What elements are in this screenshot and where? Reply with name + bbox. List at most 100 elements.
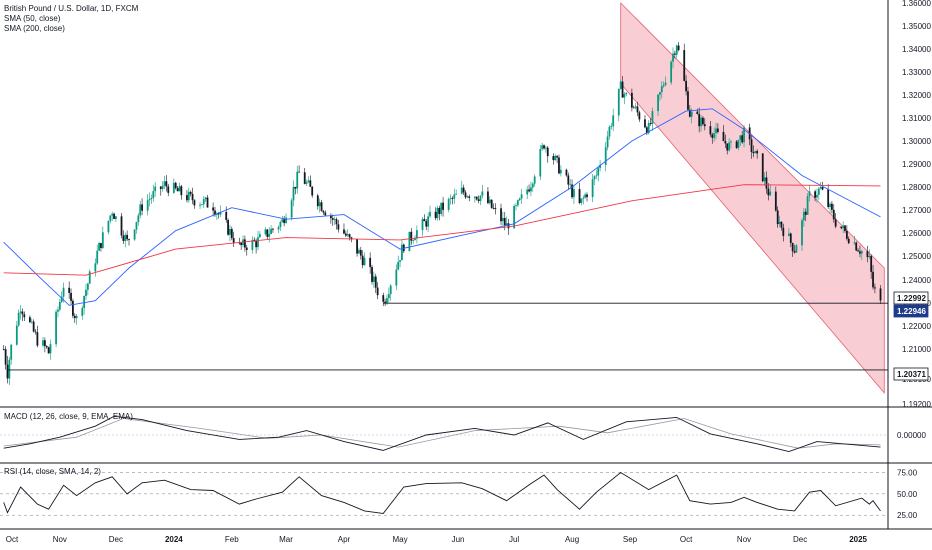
- candle-body: [739, 135, 742, 140]
- price-tick-label: 1.29000: [902, 160, 931, 169]
- candle-body: [279, 222, 282, 228]
- price-label-box: [893, 291, 929, 305]
- candle-body: [343, 229, 345, 234]
- candle-body: [440, 202, 443, 214]
- candle-body: [475, 196, 478, 200]
- macd-legend[interactable]: MACD (12, 26, close, 9, EMA, EMA): [4, 412, 133, 421]
- price-tick-label: 1.21000: [902, 345, 931, 354]
- time-tick-label: Mar: [279, 535, 293, 544]
- candle-body: [283, 219, 286, 224]
- candle-body: [107, 220, 110, 233]
- candle-body: [501, 218, 504, 222]
- candle-body: [272, 228, 274, 230]
- candle-body: [346, 234, 349, 236]
- candle-body: [436, 207, 439, 219]
- candle-body: [178, 186, 181, 192]
- candle-body: [580, 198, 583, 203]
- candle-body: [58, 301, 61, 310]
- candle-body: [481, 191, 484, 196]
- candle-body: [647, 123, 650, 134]
- candle-body: [397, 261, 400, 270]
- candle-body: [638, 112, 641, 120]
- candle-body: [120, 216, 123, 236]
- candle-body: [623, 94, 626, 98]
- price-tick-label: 1.25000: [902, 252, 931, 261]
- sma50-legend[interactable]: SMA (50, close): [4, 14, 61, 23]
- candle-body: [94, 263, 97, 272]
- candle-body: [244, 239, 246, 248]
- price-tick-label: 1.30000: [902, 137, 931, 146]
- candle-body: [281, 219, 284, 223]
- candle-body: [240, 242, 243, 246]
- candle-body: [765, 177, 768, 189]
- candle-body: [285, 217, 287, 224]
- candle-body: [698, 114, 701, 127]
- candle-body: [565, 169, 568, 176]
- price-tick-label: 1.33000: [902, 68, 931, 77]
- candle-body: [515, 205, 517, 207]
- candle-body: [866, 251, 869, 258]
- candle-body: [789, 233, 792, 243]
- candle-body: [591, 179, 594, 198]
- candle-body: [673, 53, 676, 55]
- candle-body: [860, 251, 863, 254]
- candle-body: [225, 211, 228, 220]
- candle-body: [657, 94, 659, 112]
- candle-body: [344, 233, 347, 236]
- candle-body: [853, 242, 856, 244]
- candle-body: [612, 115, 615, 127]
- candle-body: [546, 147, 549, 157]
- candle-body: [427, 216, 430, 227]
- candle-body: [382, 295, 385, 302]
- candle-body: [608, 126, 611, 137]
- candle-body: [318, 202, 321, 207]
- time-tick-label: Oct: [6, 535, 19, 544]
- rsi-legend[interactable]: RSI (14, close, SMA, 14, 2): [4, 467, 101, 476]
- chart-legend: British Pound / U.S. Dollar, 1D, FXCM SM…: [4, 4, 138, 34]
- candle-body: [872, 271, 874, 288]
- candle-body: [83, 295, 86, 308]
- candle-body: [675, 45, 678, 55]
- candle-body: [490, 199, 493, 208]
- candle-body: [670, 61, 673, 83]
- candle-body: [700, 117, 702, 127]
- candle-body: [870, 256, 873, 272]
- candle-body: [516, 200, 519, 206]
- candle-body: [29, 317, 31, 323]
- candle-body: [88, 271, 91, 284]
- candle-body: [371, 267, 373, 282]
- candle-body: [466, 196, 469, 198]
- candle-body: [146, 200, 149, 211]
- candle-body: [43, 340, 46, 347]
- candle-body: [438, 207, 441, 214]
- candle-body: [109, 215, 112, 221]
- time-tick-label: 2024: [165, 535, 183, 544]
- candle-body: [834, 219, 837, 227]
- sma200-legend[interactable]: SMA (200, close): [4, 24, 65, 33]
- candle-body: [356, 239, 358, 254]
- candle-body: [81, 307, 84, 316]
- candle-body: [245, 247, 248, 250]
- candle-body: [533, 176, 536, 184]
- candle-body: [72, 300, 74, 316]
- candle-body: [636, 106, 639, 113]
- candle-body: [685, 80, 687, 92]
- candle-body: [23, 314, 26, 318]
- candle-body: [154, 186, 157, 192]
- candle-body: [96, 250, 99, 264]
- candle-body: [874, 287, 876, 289]
- candle-body: [625, 92, 628, 95]
- candle-body: [735, 141, 738, 148]
- candle-body: [165, 181, 168, 187]
- symbol-title[interactable]: British Pound / U.S. Dollar, 1D, FXCM: [4, 4, 139, 13]
- candle-body: [468, 196, 471, 198]
- candle-body: [477, 199, 480, 201]
- candle-body: [384, 301, 387, 304]
- candle-body: [767, 188, 770, 196]
- candle-body: [421, 219, 424, 231]
- candle-body: [845, 230, 848, 239]
- macd-line: [3, 415, 881, 452]
- candle-body: [161, 185, 164, 189]
- candle-body: [730, 141, 732, 143]
